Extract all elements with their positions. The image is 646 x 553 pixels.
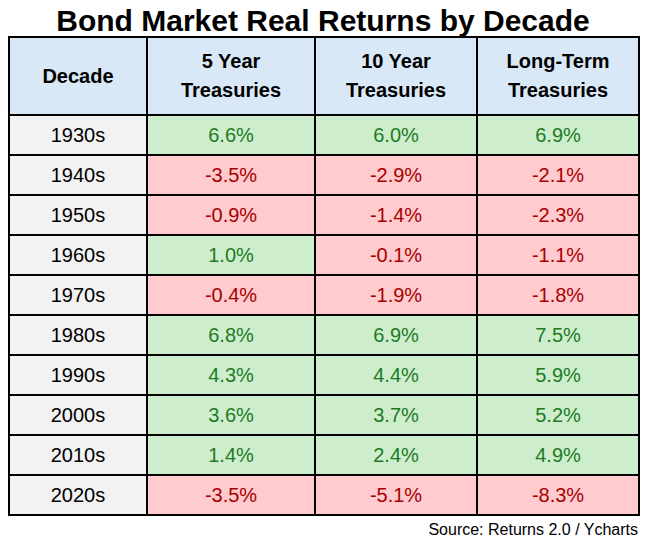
decade-cell: 2010s (9, 435, 147, 475)
return-value-cell: 7.5% (477, 315, 639, 355)
return-value-cell: 4.3% (147, 355, 315, 395)
table-row: 2010s1.4%2.4%4.9% (9, 435, 639, 475)
table-row: 1950s-0.9%-1.4%-2.3% (9, 195, 639, 235)
decade-cell: 1960s (9, 235, 147, 275)
return-value-cell: 5.2% (477, 395, 639, 435)
decade-cell: 1970s (9, 275, 147, 315)
return-value-cell: -0.9% (147, 195, 315, 235)
decade-cell: 1950s (9, 195, 147, 235)
column-header-decade: Decade (9, 37, 147, 115)
return-value-cell: 3.7% (315, 395, 477, 435)
table-row: 1940s-3.5%-2.9%-2.1% (9, 155, 639, 195)
table-row: 1930s6.6%6.0%6.9% (9, 115, 639, 155)
return-value-cell: 6.9% (315, 315, 477, 355)
return-value-cell: -1.9% (315, 275, 477, 315)
return-value-cell: -1.8% (477, 275, 639, 315)
return-value-cell: 6.8% (147, 315, 315, 355)
return-value-cell: 1.0% (147, 235, 315, 275)
decade-cell: 1980s (9, 315, 147, 355)
table-row: 1970s-0.4%-1.9%-1.8% (9, 275, 639, 315)
return-value-cell: 4.9% (477, 435, 639, 475)
header-row: Decade5 YearTreasuries10 YearTreasuriesL… (9, 37, 639, 115)
return-value-cell: 1.4% (147, 435, 315, 475)
source-note: Source: Returns 2.0 / Ycharts (0, 521, 638, 539)
returns-table: Decade5 YearTreasuries10 YearTreasuriesL… (8, 36, 640, 516)
return-value-cell: -3.5% (147, 155, 315, 195)
return-value-cell: -1.1% (477, 235, 639, 275)
table-row: 1980s6.8%6.9%7.5% (9, 315, 639, 355)
return-value-cell: -2.3% (477, 195, 639, 235)
return-value-cell: -2.1% (477, 155, 639, 195)
table-row: 2000s3.6%3.7%5.2% (9, 395, 639, 435)
column-header-line: Decade (42, 65, 113, 87)
column-header-5-year-treasuries: 5 Year Treasuries (147, 37, 315, 115)
decade-cell: 1990s (9, 355, 147, 395)
page-title: Bond Market Real Returns by Decade (0, 0, 646, 36)
return-value-cell: 2.4% (315, 435, 477, 475)
return-value-cell: -2.9% (315, 155, 477, 195)
column-header-line: Treasuries (181, 79, 281, 101)
return-value-cell: -0.4% (147, 275, 315, 315)
column-header-line: Treasuries (346, 79, 446, 101)
return-value-cell: 6.0% (315, 115, 477, 155)
return-value-cell: -1.4% (315, 195, 477, 235)
column-header-line: Treasuries (508, 79, 608, 101)
decade-cell: 1940s (9, 155, 147, 195)
return-value-cell: 4.4% (315, 355, 477, 395)
return-value-cell: 6.9% (477, 115, 639, 155)
table-row: 1960s1.0%-0.1%-1.1% (9, 235, 639, 275)
return-value-cell: -5.1% (315, 475, 477, 515)
column-header-line: 10 Year (361, 50, 431, 72)
return-value-cell: 6.6% (147, 115, 315, 155)
decade-cell: 2020s (9, 475, 147, 515)
table-row: 1990s4.3%4.4%5.9% (9, 355, 639, 395)
page: Bond Market Real Returns by Decade Decad… (0, 0, 646, 553)
return-value-cell: 3.6% (147, 395, 315, 435)
decade-cell: 2000s (9, 395, 147, 435)
column-header-line: Long-Term (507, 50, 610, 72)
return-value-cell: -8.3% (477, 475, 639, 515)
table-body: 1930s6.6%6.0%6.9%1940s-3.5%-2.9%-2.1%195… (9, 115, 639, 515)
return-value-cell: 5.9% (477, 355, 639, 395)
column-header-line: 5 Year (202, 50, 261, 72)
decade-cell: 1930s (9, 115, 147, 155)
table-row: 2020s-3.5%-5.1%-8.3% (9, 475, 639, 515)
return-value-cell: -0.1% (315, 235, 477, 275)
table-header: Decade5 YearTreasuries10 YearTreasuriesL… (9, 37, 639, 115)
column-header-long-term-treasuries: Long-Term Treasuries (477, 37, 639, 115)
return-value-cell: -3.5% (147, 475, 315, 515)
column-header-10-year-treasuries: 10 Year Treasuries (315, 37, 477, 115)
